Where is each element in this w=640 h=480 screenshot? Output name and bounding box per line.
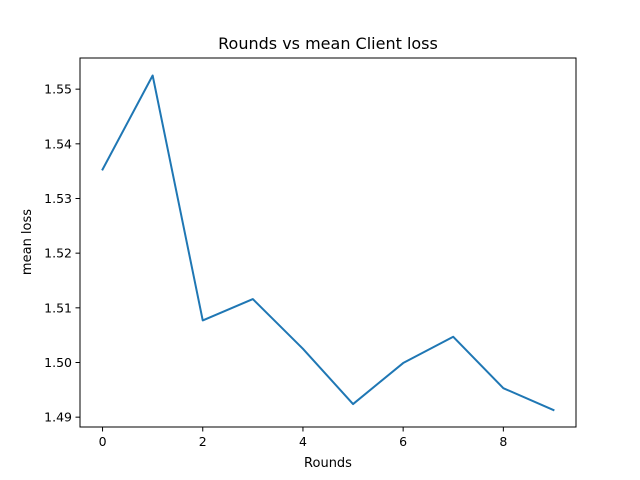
y-tick-label: 1.52 bbox=[44, 246, 72, 261]
series-line bbox=[101, 74, 555, 412]
y-axis: 1.49 1.50 1.51 1.52 1.53 1.54 1.55 bbox=[44, 82, 80, 425]
y-tick-label: 1.49 bbox=[44, 410, 72, 425]
series-layer bbox=[101, 74, 555, 412]
y-axis-label: mean loss bbox=[20, 209, 35, 275]
x-axis-label: Rounds bbox=[304, 456, 352, 471]
x-tick-label: 6 bbox=[399, 434, 407, 449]
x-tick-label: 2 bbox=[199, 434, 207, 449]
y-tick-label: 1.55 bbox=[44, 82, 72, 97]
y-tick-label: 1.50 bbox=[44, 355, 72, 370]
y-tick-label: 1.53 bbox=[44, 191, 72, 206]
x-tick-label: 4 bbox=[299, 434, 307, 449]
chart-title: Rounds vs mean Client loss bbox=[218, 34, 438, 53]
plot-frame bbox=[79, 57, 577, 428]
y-tick-label: 1.51 bbox=[44, 300, 72, 315]
y-tick-label: 1.54 bbox=[44, 136, 72, 151]
x-tick-label: 8 bbox=[499, 434, 507, 449]
x-axis: 0 2 4 6 8 bbox=[99, 427, 507, 449]
x-tick-label: 0 bbox=[99, 434, 107, 449]
